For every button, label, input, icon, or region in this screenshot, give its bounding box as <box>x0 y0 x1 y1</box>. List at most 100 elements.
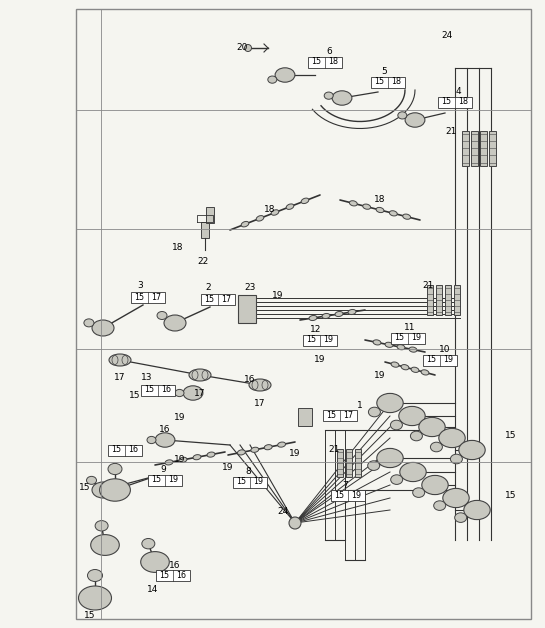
Bar <box>438 97 472 107</box>
Text: 15: 15 <box>129 391 141 399</box>
Bar <box>131 291 165 303</box>
Text: 19: 19 <box>314 355 326 364</box>
Ellipse shape <box>155 433 175 447</box>
Ellipse shape <box>100 479 130 501</box>
Text: 15: 15 <box>204 295 215 303</box>
Text: 19: 19 <box>374 371 386 379</box>
Ellipse shape <box>422 475 448 495</box>
Ellipse shape <box>399 406 425 426</box>
Circle shape <box>245 45 251 51</box>
Ellipse shape <box>147 436 156 443</box>
Ellipse shape <box>301 198 309 203</box>
Ellipse shape <box>108 463 122 475</box>
Text: 16: 16 <box>177 570 186 580</box>
Text: 18: 18 <box>172 244 184 252</box>
Ellipse shape <box>376 207 384 213</box>
Text: 15: 15 <box>306 335 317 345</box>
Bar <box>201 293 235 305</box>
Bar <box>445 285 451 315</box>
Text: 15: 15 <box>111 445 122 455</box>
Ellipse shape <box>249 379 271 391</box>
Text: 15: 15 <box>426 355 437 364</box>
Text: 17: 17 <box>221 295 232 303</box>
Text: 5: 5 <box>381 67 387 77</box>
Text: 17: 17 <box>255 399 266 408</box>
Text: 18: 18 <box>391 77 402 87</box>
Text: 21: 21 <box>445 127 456 136</box>
Bar <box>238 295 256 323</box>
Ellipse shape <box>142 538 155 549</box>
Ellipse shape <box>256 215 264 221</box>
Ellipse shape <box>78 586 112 610</box>
Ellipse shape <box>175 389 184 397</box>
Text: 18: 18 <box>329 58 338 67</box>
Text: 19: 19 <box>411 333 422 342</box>
Ellipse shape <box>390 211 397 216</box>
Bar <box>391 332 425 344</box>
Bar <box>331 489 365 501</box>
Ellipse shape <box>322 313 330 318</box>
Text: 17: 17 <box>114 374 126 382</box>
Bar <box>108 445 142 455</box>
Bar <box>355 449 361 477</box>
Text: 15: 15 <box>441 97 452 107</box>
Ellipse shape <box>309 315 317 320</box>
Bar <box>423 354 457 365</box>
Ellipse shape <box>241 222 249 227</box>
Bar <box>436 285 442 315</box>
Ellipse shape <box>464 501 490 519</box>
Ellipse shape <box>377 448 403 468</box>
Bar <box>480 131 487 166</box>
Text: 15: 15 <box>374 77 385 87</box>
Ellipse shape <box>363 204 371 209</box>
Text: 15: 15 <box>135 293 144 301</box>
Text: 20: 20 <box>237 43 248 53</box>
Text: 12: 12 <box>310 325 322 335</box>
Ellipse shape <box>419 418 445 436</box>
Ellipse shape <box>193 455 201 460</box>
Circle shape <box>289 517 301 529</box>
Ellipse shape <box>434 501 446 511</box>
Text: 15: 15 <box>237 477 246 487</box>
Text: 15: 15 <box>505 490 517 499</box>
Bar <box>303 335 337 345</box>
Text: 18: 18 <box>374 195 386 205</box>
Text: 15: 15 <box>144 386 155 394</box>
Text: 22: 22 <box>197 257 209 266</box>
Text: 16: 16 <box>161 386 172 394</box>
Text: 19: 19 <box>272 291 284 300</box>
Ellipse shape <box>348 310 356 315</box>
Ellipse shape <box>164 315 186 331</box>
Text: 4: 4 <box>455 87 461 97</box>
Ellipse shape <box>409 347 417 352</box>
Ellipse shape <box>413 488 425 497</box>
Text: 8: 8 <box>245 467 251 477</box>
Text: 24: 24 <box>441 31 453 40</box>
Text: 21: 21 <box>422 281 433 290</box>
Text: 2: 2 <box>205 283 211 291</box>
Text: 10: 10 <box>439 345 451 354</box>
Ellipse shape <box>92 482 114 498</box>
Bar <box>337 449 343 477</box>
Ellipse shape <box>349 201 358 206</box>
Bar <box>488 131 495 166</box>
Ellipse shape <box>391 362 399 367</box>
Text: 15: 15 <box>326 411 337 420</box>
Ellipse shape <box>368 407 380 417</box>
Ellipse shape <box>189 369 211 381</box>
Ellipse shape <box>391 475 403 484</box>
Text: 16: 16 <box>159 426 171 435</box>
Text: 15: 15 <box>84 610 96 619</box>
Ellipse shape <box>275 68 295 82</box>
Ellipse shape <box>286 204 294 209</box>
Ellipse shape <box>92 320 114 336</box>
Ellipse shape <box>88 570 102 582</box>
Text: 16: 16 <box>169 561 181 570</box>
Text: 9: 9 <box>160 465 166 475</box>
Text: 3: 3 <box>137 281 143 290</box>
Bar <box>148 475 182 485</box>
Ellipse shape <box>405 113 425 127</box>
Ellipse shape <box>368 461 380 470</box>
Ellipse shape <box>459 440 485 460</box>
Text: 23: 23 <box>244 283 256 293</box>
